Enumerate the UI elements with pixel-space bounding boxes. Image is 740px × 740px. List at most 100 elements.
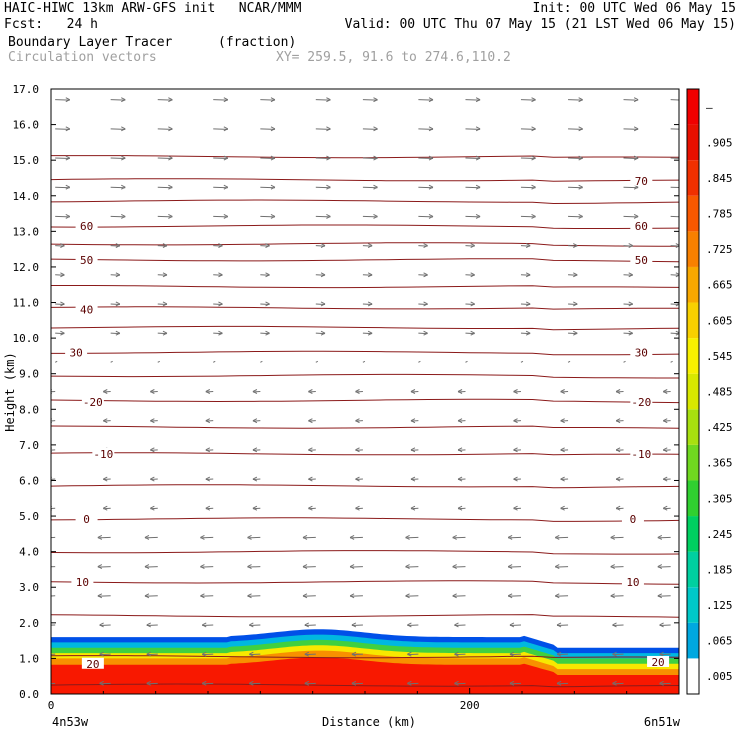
wind-vector (351, 680, 363, 686)
colorbar-swatch (687, 551, 699, 588)
y-tick-label: 15.0 (13, 154, 40, 167)
wind-vector (670, 215, 679, 218)
wind-vector (513, 447, 521, 453)
contour-label-bg (75, 512, 98, 524)
wind-vector (623, 213, 639, 219)
wind-vector (51, 566, 56, 568)
contour-line (51, 517, 679, 522)
wind-vector (507, 564, 521, 570)
wind-vector (659, 680, 671, 686)
wind-vector (308, 389, 316, 394)
wind-vector (615, 505, 624, 511)
wind-vector (568, 330, 578, 336)
contour-line (51, 325, 679, 331)
wind-vector (247, 534, 261, 540)
wind-vector (410, 418, 419, 424)
x-start-label: 4n53w (52, 715, 89, 729)
wind-vector (55, 126, 71, 132)
wind-vector (252, 447, 261, 453)
wind-vector (146, 680, 158, 686)
x-axis: 0 200 (48, 688, 628, 712)
wind-vector (55, 97, 71, 103)
x-axis-label: Distance (km) (322, 715, 416, 729)
wind-vector (362, 360, 366, 363)
wind-vector (560, 447, 569, 453)
wind-vector (670, 157, 679, 159)
wind-vector (418, 301, 428, 307)
y-tick-label: 6.0 (19, 474, 39, 487)
wind-vector (304, 622, 316, 628)
wind-vector (110, 184, 126, 190)
wind-vector (213, 155, 229, 161)
wind-vector (520, 213, 536, 219)
wind-vector (51, 682, 56, 685)
wind-vector (362, 155, 378, 161)
x-tick-label: 200 (460, 699, 480, 712)
wind-vector (355, 505, 363, 511)
colorbar-label: .725 (706, 243, 733, 256)
wind-vector (568, 301, 578, 307)
wind-vector (362, 330, 373, 336)
contour-label-bg (81, 657, 104, 669)
wind-vector (260, 184, 276, 190)
wind-vector (659, 651, 671, 657)
wind-vector (362, 301, 373, 307)
wind-vector (465, 213, 481, 219)
wind-vector (110, 155, 126, 161)
wind-vector (454, 680, 466, 686)
colorbar-swatch (687, 160, 699, 196)
colorbar-label: .065 (706, 635, 733, 648)
wind-vector (157, 97, 173, 103)
wind-vector (362, 126, 378, 132)
wind-vector (663, 389, 671, 394)
contour-line (51, 484, 679, 489)
contour-label-bg (630, 396, 653, 408)
wind-vector (146, 622, 158, 628)
contour-line (51, 614, 679, 618)
contour-line (51, 655, 679, 659)
field-title: Boundary Layer Tracer (8, 35, 173, 50)
y-axis: 0.0 1.0 2.0 3.0 4.0 5.0 6.0 7.0 8.0 9.0 10.0 11.0 12… (13, 83, 679, 701)
wind-vector (663, 418, 671, 424)
wind-vector (663, 476, 671, 482)
wind-vector (252, 418, 261, 424)
wind-vector (213, 360, 216, 363)
wind-vector (362, 184, 378, 190)
wind-vector (205, 476, 214, 482)
contour-line (51, 350, 679, 356)
wind-vector (349, 534, 363, 540)
header-line1-left: HAIC-HIWC 13km ARW-GFS init NCAR/MMM (4, 1, 302, 16)
y-tick-label: 8.0 (19, 403, 39, 416)
wind-vector (465, 272, 475, 278)
contour-label: -10 (631, 448, 651, 461)
wind-vector (202, 622, 214, 628)
header-line2-right: Valid: 00 UTC Thu 07 May 15 (21 LST Wed … (344, 17, 736, 32)
wind-vector (612, 622, 624, 628)
wind-vector (55, 213, 71, 219)
colorbar-label: .845 (706, 172, 733, 185)
wind-vector (670, 360, 673, 363)
y-tick-label: 4.0 (19, 546, 39, 559)
wind-vector (520, 243, 531, 249)
wind-vector (623, 272, 633, 278)
wind-vector (568, 213, 583, 219)
wind-vector (407, 680, 419, 686)
wind-vector (520, 155, 536, 161)
wind-vector (157, 126, 173, 132)
wind-vector (157, 155, 173, 161)
wind-vector (465, 155, 481, 161)
wind-vector (213, 126, 229, 132)
wind-vector (308, 505, 316, 511)
wind-vector (405, 534, 419, 540)
wind-vector (99, 680, 111, 686)
colorbar-label: .545 (706, 350, 733, 363)
wind-vector (663, 505, 671, 511)
colorbar-swatch (687, 480, 699, 517)
wind-vector (418, 330, 428, 336)
colorbar-swatch (687, 516, 699, 552)
wind-vector (146, 651, 158, 657)
wind-vector (103, 389, 111, 394)
wind-vector (509, 651, 521, 657)
wind-vector (304, 680, 316, 686)
wind-vector (623, 360, 626, 363)
